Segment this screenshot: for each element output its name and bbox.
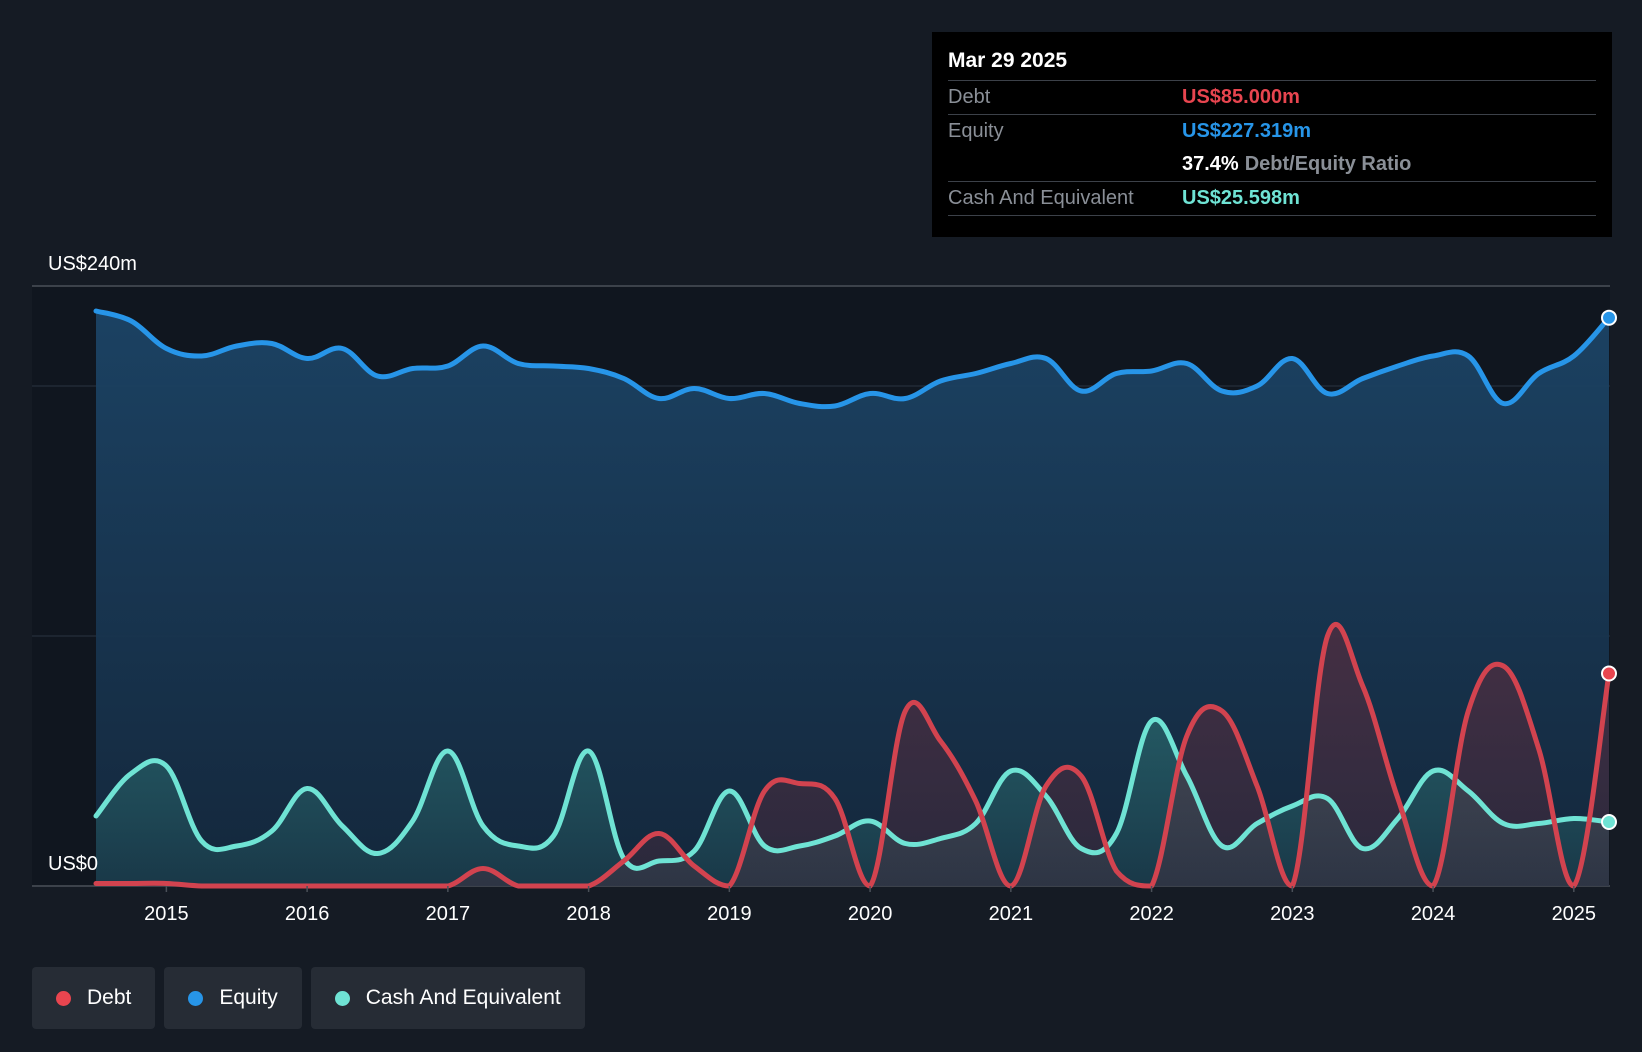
y-tick-label-bottom: US$0	[48, 853, 98, 875]
debt-endpoint-marker	[1601, 665, 1617, 682]
equity-line	[93, 308, 1612, 410]
tooltip-ratio: 37.4% Debt/Equity Ratio	[1182, 148, 1411, 181]
tooltip-ratio-spacer	[948, 148, 1182, 181]
tooltip-row-debt: Debt US$85.000m	[948, 81, 1596, 115]
tooltip-cash-label: Cash And Equivalent	[948, 187, 1134, 209]
x-tick-label: 2022	[1129, 903, 1174, 925]
x-tick-label: 2021	[989, 903, 1034, 925]
tooltip-debt-value: US$85.000m	[1182, 86, 1300, 108]
tooltip-date: Mar 29 2025	[948, 46, 1596, 81]
tooltip-cash-value: US$25.598m	[1182, 187, 1300, 209]
legend-item-equity[interactable]: Equity	[164, 967, 302, 1029]
x-tick-label: 2016	[285, 903, 330, 925]
tooltip-row-ratio: 37.4% Debt/Equity Ratio	[948, 148, 1596, 182]
tooltip-row-equity: Equity US$227.319m	[948, 115, 1596, 148]
legend-dot-cash	[334, 990, 350, 1006]
x-tick-label: 2024	[1411, 903, 1456, 925]
cash-line	[93, 716, 1612, 871]
tooltip-row-cash: Cash And Equivalent US$25.598m	[948, 182, 1596, 216]
tooltip-equity-label: Equity	[948, 120, 1004, 142]
debt-line	[93, 622, 1612, 889]
tooltip-panel: Mar 29 2025 Debt US$85.000m Equity US$22…	[932, 32, 1612, 237]
legend-label-equity: Equity	[219, 986, 278, 1009]
tooltip-ratio-label: Debt/Equity Ratio	[1244, 153, 1412, 175]
legend-item-debt[interactable]: Debt	[32, 967, 156, 1029]
legend-dot-debt	[56, 990, 71, 1006]
y-tick-label-top: US$240m	[48, 253, 137, 275]
debt-area	[96, 624, 1609, 886]
x-tick-label: 2018	[566, 903, 611, 925]
x-tick-label: 2023	[1270, 903, 1315, 925]
x-axis-ticks: 2015 2016 2017 2018 2019 2020 2021 2022 2023 2024…	[144, 886, 1596, 925]
x-tick-label: 2025	[1552, 903, 1597, 925]
legend-label-debt: Debt	[87, 986, 132, 1009]
x-tick-label: 2019	[707, 903, 752, 925]
legend-label-cash: Cash And Equivalent	[365, 986, 561, 1009]
series-endpoints	[1601, 309, 1617, 831]
tooltip-equity-value: US$227.319m	[1182, 120, 1311, 142]
cash-endpoint-marker	[1601, 814, 1617, 831]
cash-area	[96, 719, 1609, 886]
x-tick-label: 2015	[144, 903, 189, 925]
tooltip-debt-label: Debt	[948, 86, 991, 108]
eq-endpoint-marker	[1601, 309, 1617, 326]
tooltip-ratio-value: 37.4%	[1182, 153, 1239, 175]
legend: Debt Equity Cash And Equivalent	[32, 967, 585, 1029]
legend-item-cash[interactable]: Cash And Equivalent	[310, 967, 585, 1029]
legend-dot-equity	[188, 990, 204, 1006]
x-tick-label: 2017	[426, 903, 471, 925]
x-tick-label: 2020	[848, 903, 893, 925]
